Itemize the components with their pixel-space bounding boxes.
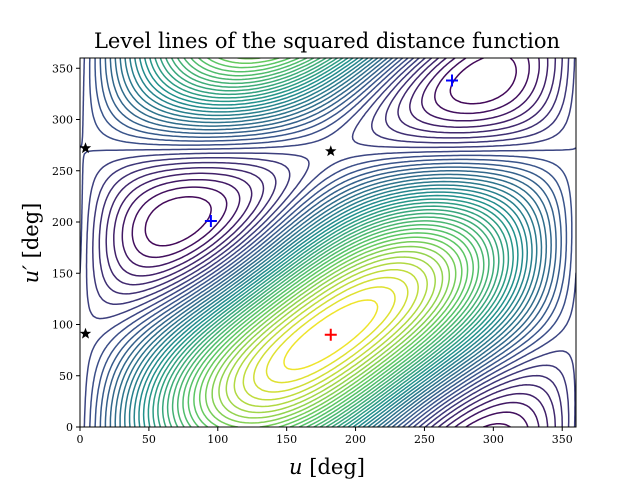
minimum-marker (324, 328, 337, 341)
y-tick-label: 200 (52, 216, 73, 229)
contour-level (104, 58, 557, 427)
contour-level (105, 58, 557, 427)
contour-level (283, 299, 379, 371)
contour-level (157, 58, 505, 427)
x-axis-label: u [deg] (289, 455, 365, 479)
contour-level (171, 58, 490, 427)
contour-level (198, 58, 463, 427)
y-tick-label: 50 (59, 370, 73, 383)
markers (80, 74, 458, 341)
contour-level (80, 58, 576, 427)
contour-level (147, 58, 514, 427)
contour-lines (80, 58, 576, 427)
x-tick-label: 350 (552, 433, 573, 446)
contour-level (124, 58, 538, 427)
star-marker (80, 142, 92, 154)
contour-level (119, 58, 543, 427)
contour-level (99, 58, 562, 427)
contour-level (161, 58, 500, 427)
x-tick-label: 50 (142, 433, 156, 446)
contour-level (138, 58, 524, 427)
contour-level (121, 58, 540, 427)
x-tick-label: 0 (77, 433, 84, 446)
y-tick-label: 300 (52, 114, 73, 127)
contour-level (204, 58, 457, 427)
x-tick-label: 300 (483, 433, 504, 446)
contour-level (152, 58, 510, 427)
contour-level (98, 58, 563, 427)
y-tick-label: 350 (52, 62, 73, 75)
star-marker (325, 145, 337, 157)
x-tick-label: 250 (414, 433, 435, 446)
contour-level (133, 58, 529, 427)
contour-level (109, 58, 552, 427)
y-tick-label: 0 (66, 421, 73, 434)
contour-level (176, 58, 485, 427)
star-marker (80, 327, 92, 339)
plot-frame (79, 57, 577, 428)
contour-level (88, 58, 573, 427)
contour-level (187, 58, 474, 427)
saddle-marker (204, 214, 217, 227)
contour-level (233, 262, 428, 408)
x-tick-label: 200 (345, 433, 366, 446)
contour-level (166, 58, 495, 427)
y-axis-ticks: 0 50 100 150 200 250 300 350 (52, 62, 80, 434)
x-tick-label: 100 (207, 433, 228, 446)
contour-level (218, 250, 444, 419)
y-tick-label: 100 (52, 319, 73, 332)
contour-level (242, 268, 419, 401)
contour-level (182, 58, 480, 427)
contour-level (114, 58, 548, 427)
y-axis-label: u′ [deg] (19, 203, 43, 284)
contour-level (128, 58, 533, 427)
contour-level (193, 58, 469, 427)
contour-level (265, 286, 396, 384)
contour-level (211, 245, 451, 424)
y-tick-label: 250 (52, 165, 73, 178)
x-tick-label: 150 (276, 433, 297, 446)
contour-level (94, 58, 568, 427)
saddle-marker (446, 74, 458, 87)
contour-level (225, 256, 436, 414)
chart-title: Level lines of the squared distance func… (94, 29, 560, 53)
contour-level (142, 58, 519, 427)
contour-level (92, 58, 570, 427)
contour-level (85, 58, 576, 427)
y-tick-label: 150 (52, 267, 73, 280)
x-axis-ticks: 0 50 100 150 200 250 300 350 (77, 427, 573, 446)
contour-level (253, 276, 409, 393)
